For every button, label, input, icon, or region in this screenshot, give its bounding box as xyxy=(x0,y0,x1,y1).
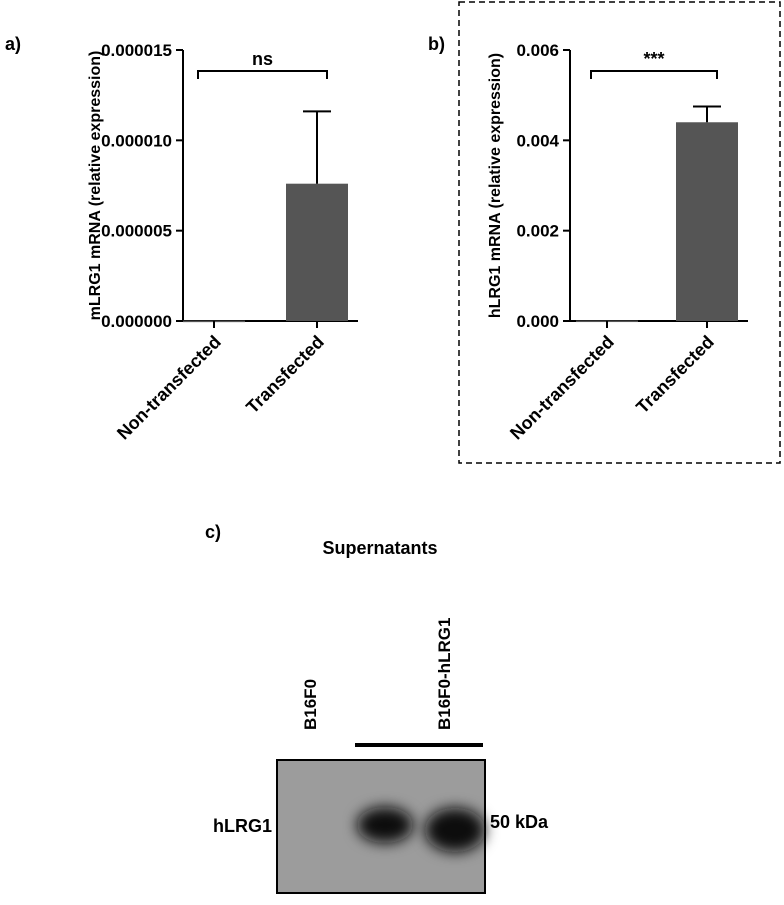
y-tick-label: 0.002 xyxy=(516,222,559,241)
panel-label: a) xyxy=(5,34,21,54)
lane-label: B16F0-hLRG1 xyxy=(435,618,454,730)
y-tick-label: 0.000005 xyxy=(101,222,172,241)
band-label: hLRG1 xyxy=(213,816,272,836)
y-tick-label: 0.006 xyxy=(516,41,559,60)
significance-bracket xyxy=(590,70,718,79)
highlight-box xyxy=(458,1,781,464)
x-tick-label: Transfected xyxy=(242,332,328,418)
blot-title: Supernatants xyxy=(322,538,437,558)
blot-band xyxy=(357,807,413,843)
bar xyxy=(676,122,738,322)
y-tick-label: 0.004 xyxy=(516,131,559,150)
size-label: 50 kDa xyxy=(490,812,549,832)
y-tick-label: 0.000 xyxy=(516,312,559,331)
y-axis-label: mLRG1 mRNA (relative expression) xyxy=(87,51,104,321)
lane-label: B16F0 xyxy=(301,679,320,730)
x-tick-label: Non-transfected xyxy=(506,332,618,444)
x-tick-label: Transfected xyxy=(632,332,718,418)
y-tick-label: 0.000010 xyxy=(101,131,172,150)
panel-label: c) xyxy=(205,522,221,542)
x-tick-label: Non-transfected xyxy=(113,332,225,444)
blot-band xyxy=(425,808,485,852)
significance-label: *** xyxy=(643,49,664,69)
bar xyxy=(286,183,348,321)
error-bar xyxy=(303,110,331,184)
y-axis-label: hLRG1 mRNA (relative expression) xyxy=(487,53,504,318)
significance-bracket xyxy=(197,70,328,79)
panel-label: b) xyxy=(428,34,445,54)
y-tick-label: 0.000015 xyxy=(101,41,172,60)
error-bar xyxy=(693,105,721,123)
y-tick-label: 0.000000 xyxy=(101,312,172,331)
significance-label: ns xyxy=(252,49,273,69)
